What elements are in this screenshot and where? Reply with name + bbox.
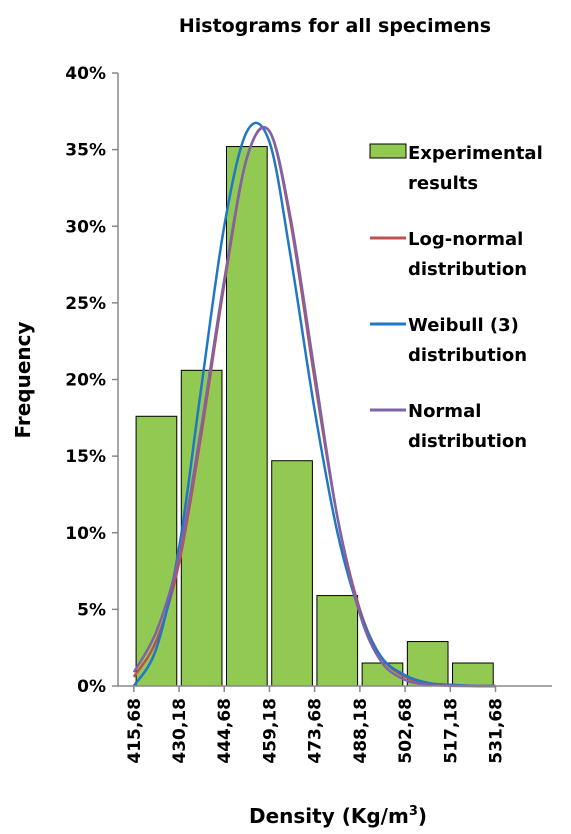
legend-label: Normal: [408, 401, 481, 422]
legend-label: distribution: [408, 345, 527, 366]
legend-label: Log-normal: [408, 229, 523, 250]
y-tick-label: 40%: [65, 64, 106, 84]
histogram-bar: [226, 146, 268, 687]
histogram-bar: [452, 662, 494, 687]
histogram-bar: [316, 595, 359, 687]
x-tick-label: 517,18: [441, 698, 461, 764]
y-tick-label: 25%: [65, 294, 106, 314]
x-tick-label: 473,68: [306, 698, 326, 764]
x-tick-label: 444,68: [215, 698, 235, 764]
y-tick-label: 5%: [77, 600, 106, 620]
legend-label: distribution: [408, 259, 527, 280]
x-axis-title-close: ): [418, 804, 427, 828]
legend-label: results: [408, 173, 478, 194]
chart-title: Histograms for all specimens: [179, 15, 491, 37]
x-tick-label: 531,68: [486, 698, 506, 764]
series-line-3: [132, 126, 496, 688]
y-tick-label: 10%: [65, 524, 106, 544]
y-tick-label: 15%: [65, 447, 106, 467]
legend-label: Weibull (3): [408, 315, 519, 336]
x-tick-label: 488,18: [351, 698, 371, 764]
x-tick-label: 415,68: [125, 698, 145, 764]
x-tick-label: 459,18: [260, 698, 280, 764]
x-tick-label: 502,68: [396, 698, 416, 764]
legend-label: distribution: [408, 431, 527, 452]
ticks-layer: 0% 5% 10% 15% 20% 25% 30% 35% 40% 415,68 430,18 444…: [65, 64, 506, 764]
lines-layer: [132, 121, 496, 688]
axes-layer: [112, 72, 552, 692]
y-tick-label: 0%: [77, 677, 106, 697]
legend: Experimental results Log-normal distributio…: [369, 143, 543, 452]
x-axis-title-main: Density (Kg/m: [249, 804, 409, 828]
y-tick-label: 20%: [65, 371, 106, 391]
x-axis-title: Density (Kg/m3): [249, 804, 427, 828]
histogram-bar: [271, 460, 313, 687]
legend-swatch-bar: [369, 143, 407, 159]
x-axis-title-sup: 3: [409, 804, 418, 819]
y-tick-label: 30%: [65, 217, 106, 237]
y-axis-title: Frequency: [11, 321, 35, 438]
series-line-2: [132, 121, 496, 688]
y-tick-label: 35%: [65, 141, 106, 161]
legend-label: Experimental: [408, 143, 543, 164]
x-tick-label: 430,18: [170, 698, 190, 764]
